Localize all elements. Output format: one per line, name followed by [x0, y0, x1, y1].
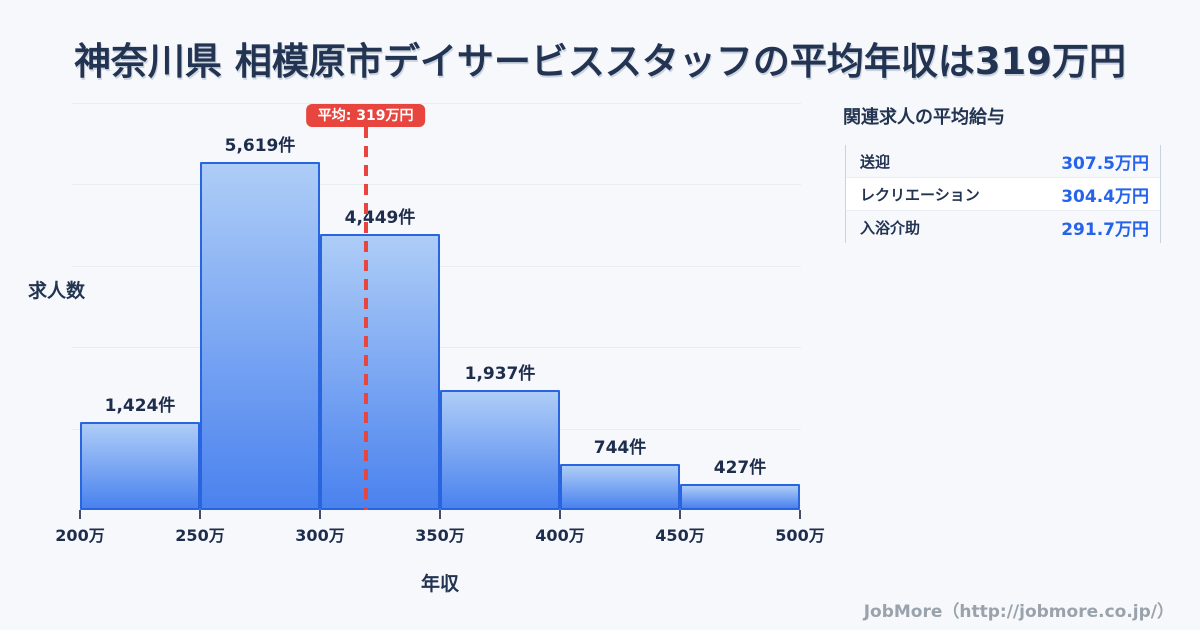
table-row: レクリエーション 304.4万円: [846, 177, 1160, 210]
bar-value-label: 5,619件: [224, 135, 296, 156]
x-tick: [799, 510, 801, 519]
histogram-bar: [80, 421, 200, 510]
x-tick-label: 300万: [295, 526, 345, 545]
footer-credit: JobMore（http://jobmore.co.jp/）: [863, 602, 1174, 622]
x-tick-label: 200万: [55, 526, 105, 545]
histogram-bar: [560, 463, 680, 510]
job-salary-value: 304.4万円: [1061, 186, 1149, 207]
x-tick-label: 350万: [415, 526, 465, 545]
table-row: 入浴介助 291.7万円: [846, 210, 1160, 243]
mean-average-badge: 平均: 319万円: [305, 104, 426, 127]
job-salary-value: 307.5万円: [1061, 153, 1149, 174]
x-tick-label: 500万: [775, 526, 825, 545]
related-jobs-panel-title: 関連求人の平均給与: [843, 107, 1005, 128]
table-row: 送迎 307.5万円: [846, 145, 1160, 177]
job-tag-label: レクリエーション: [860, 185, 980, 204]
related-jobs-table: 送迎 307.5万円レクリエーション 304.4万円入浴介助 291.7万円: [845, 145, 1161, 243]
y-axis-label: 求人数: [28, 280, 86, 302]
bar-value-label: 427件: [713, 457, 767, 478]
x-tick-label: 400万: [535, 526, 585, 545]
bar-value-label: 1,424件: [104, 395, 176, 416]
mean-line: [363, 127, 368, 510]
x-tick: [199, 510, 201, 519]
x-tick: [439, 510, 441, 519]
x-tick: [679, 510, 681, 519]
histogram-bar: [320, 234, 440, 510]
histogram-bar: [200, 161, 320, 510]
bar-value-label: 744件: [593, 437, 647, 458]
gridline: [72, 103, 801, 104]
x-axis-label: 年収: [420, 573, 459, 595]
bar-value-label: 4,449件: [344, 208, 416, 229]
x-tick: [559, 510, 561, 519]
histogram-plot: 1,424件 5,619件 4,449件 1,937件 744件 427件 200万 250万…: [55, 103, 825, 545]
histogram-bar: [440, 390, 560, 510]
x-tick-label: 450万: [655, 526, 705, 545]
job-tag-label: 送迎: [860, 152, 891, 171]
job-tag-label: 入浴介助: [860, 218, 921, 237]
bar-value-label: 1,937件: [464, 364, 536, 385]
x-tick: [319, 510, 321, 519]
x-tick: [79, 510, 81, 519]
histogram-bar: [680, 483, 800, 510]
gridline: [72, 184, 801, 186]
page-title: 神奈川県 相模原市デイサービススタッフの平均年収は319万円: [73, 40, 1127, 83]
job-salary-value: 291.7万円: [1061, 219, 1149, 240]
x-tick-label: 250万: [175, 526, 225, 545]
